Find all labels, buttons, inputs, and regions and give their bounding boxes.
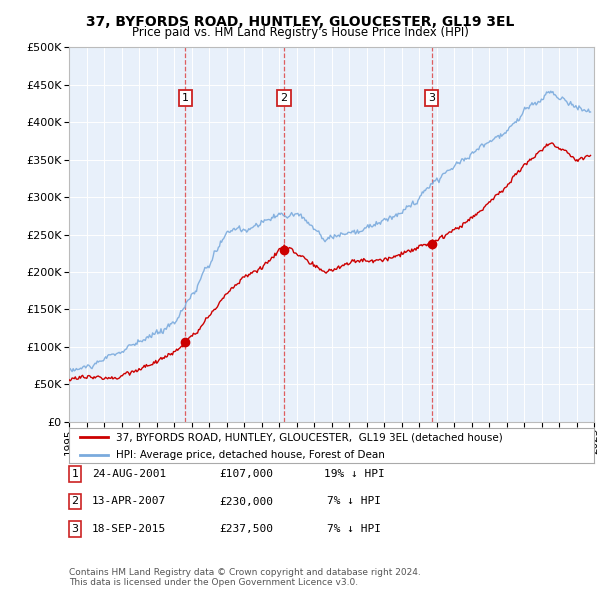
Text: 13-APR-2007: 13-APR-2007 <box>92 497 166 506</box>
Text: 37, BYFORDS ROAD, HUNTLEY, GLOUCESTER,  GL19 3EL (detached house): 37, BYFORDS ROAD, HUNTLEY, GLOUCESTER, G… <box>116 432 503 442</box>
Text: £107,000: £107,000 <box>219 469 273 478</box>
Text: 1: 1 <box>71 469 79 478</box>
Text: 7% ↓ HPI: 7% ↓ HPI <box>327 497 381 506</box>
Text: 2: 2 <box>280 93 287 103</box>
Text: £230,000: £230,000 <box>219 497 273 506</box>
Text: 18-SEP-2015: 18-SEP-2015 <box>92 525 166 534</box>
Text: Price paid vs. HM Land Registry's House Price Index (HPI): Price paid vs. HM Land Registry's House … <box>131 26 469 39</box>
Text: 24-AUG-2001: 24-AUG-2001 <box>92 469 166 478</box>
Text: 37, BYFORDS ROAD, HUNTLEY, GLOUCESTER, GL19 3EL: 37, BYFORDS ROAD, HUNTLEY, GLOUCESTER, G… <box>86 15 514 29</box>
Text: £237,500: £237,500 <box>219 525 273 534</box>
Text: 3: 3 <box>71 525 79 534</box>
Text: 7% ↓ HPI: 7% ↓ HPI <box>327 525 381 534</box>
Text: 1: 1 <box>182 93 189 103</box>
Text: HPI: Average price, detached house, Forest of Dean: HPI: Average price, detached house, Fore… <box>116 450 385 460</box>
Text: Contains HM Land Registry data © Crown copyright and database right 2024.
This d: Contains HM Land Registry data © Crown c… <box>69 568 421 587</box>
Text: 2: 2 <box>71 497 79 506</box>
Text: 3: 3 <box>428 93 435 103</box>
Text: 19% ↓ HPI: 19% ↓ HPI <box>323 469 385 478</box>
